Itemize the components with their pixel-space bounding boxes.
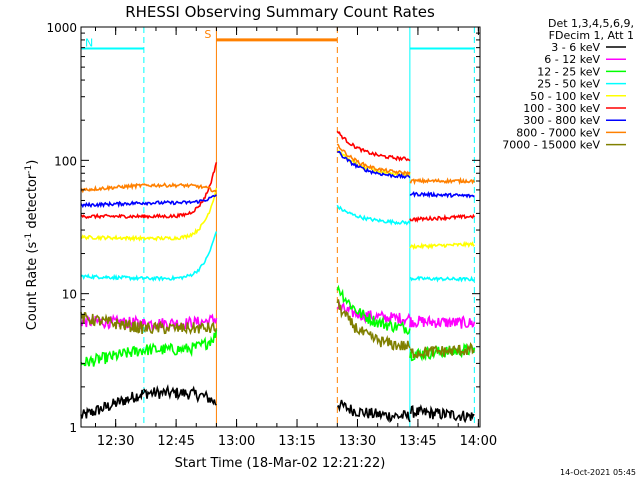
legend-label: 12 - 25 keV bbox=[537, 65, 600, 78]
series-line-post bbox=[336, 143, 411, 177]
series-line-pre bbox=[80, 389, 145, 419]
series-7000-15000-kev bbox=[80, 299, 475, 361]
series-line-post bbox=[336, 130, 411, 162]
series-line-late bbox=[409, 213, 476, 223]
legend-label: 7000 - 15000 keV bbox=[502, 139, 600, 152]
y-axis-label: Count Rate (s-1 detector-1) bbox=[24, 160, 40, 331]
series-line-post bbox=[336, 299, 411, 351]
series-25-50-kev bbox=[80, 204, 476, 283]
x-tick-label: 13:30 bbox=[339, 434, 376, 449]
annotation-label-n: N bbox=[85, 36, 93, 49]
legend-header-2: FDecim 1, Att 1 bbox=[549, 29, 634, 42]
annotation-label-s: S bbox=[204, 28, 211, 41]
series-line-pre bbox=[80, 234, 145, 243]
plot-frame bbox=[80, 26, 481, 428]
x-tick-label: 13:15 bbox=[278, 434, 315, 449]
plot-area: NS bbox=[80, 27, 476, 427]
series-line-pre bbox=[80, 273, 145, 282]
legend-label: 50 - 100 keV bbox=[530, 90, 600, 103]
footer-timestamp: 14-Oct-2021 05:45 bbox=[560, 468, 636, 477]
series-line-rise bbox=[143, 384, 217, 406]
y-tick-label: 100 bbox=[54, 154, 77, 168]
series-line-late bbox=[409, 240, 475, 251]
x-tick-label: 13:00 bbox=[218, 434, 255, 449]
series-line-rise bbox=[143, 194, 217, 207]
series-line-late bbox=[409, 190, 475, 199]
y-tick-label: 1 bbox=[69, 421, 77, 435]
series-800-7000-kev bbox=[80, 143, 476, 194]
series-line-post bbox=[337, 150, 411, 180]
axes: 1 10 100 1000 12:30 12:45 13:00 13:15 13:30 13:45… bbox=[46, 21, 497, 449]
series-line-late bbox=[409, 341, 475, 361]
x-tick-label: 13:45 bbox=[399, 434, 436, 449]
series-line-pre bbox=[80, 200, 145, 209]
series-line-pre bbox=[80, 345, 145, 367]
legend-label: 100 - 300 keV bbox=[523, 102, 600, 115]
legend: Det 1,3,4,5,6,9, FDecim 1, Att 1 3 - 6 k… bbox=[502, 17, 634, 152]
series-100-300-kev bbox=[80, 130, 476, 223]
series-line-rise bbox=[143, 329, 218, 358]
series-line-pre bbox=[80, 182, 145, 194]
x-tick-label: 14:00 bbox=[460, 434, 497, 449]
series-50-100-kev bbox=[80, 150, 475, 251]
chart-title: RHESSI Observing Summary Count Rates bbox=[125, 3, 435, 21]
legend-label: 6 - 12 keV bbox=[544, 53, 600, 66]
series-line-post bbox=[336, 204, 411, 226]
series-line-post bbox=[336, 284, 411, 336]
legend-label: 300 - 800 keV bbox=[523, 114, 600, 127]
series-line-post bbox=[336, 399, 411, 424]
x-axis-label: Start Time (18-Mar-02 12:21:22) bbox=[175, 456, 386, 471]
legend-label: 3 - 6 keV bbox=[551, 41, 600, 54]
series-line-pre bbox=[80, 212, 145, 220]
series-line-rise bbox=[143, 231, 218, 282]
legend-header-1: Det 1,3,4,5,6,9, bbox=[548, 17, 634, 30]
series-line-rise bbox=[143, 320, 218, 336]
series-line-late bbox=[409, 404, 475, 424]
series-line-late bbox=[409, 314, 476, 329]
series-line-pre bbox=[80, 311, 145, 334]
series-line-late bbox=[409, 176, 476, 186]
x-tick-label: 12:30 bbox=[97, 434, 134, 449]
x-tick-label: 12:45 bbox=[157, 434, 194, 449]
series-line-late bbox=[409, 275, 476, 283]
series-line-rise bbox=[143, 187, 218, 242]
y-tick-label: 10 bbox=[62, 288, 77, 302]
legend-label: 800 - 7000 keV bbox=[516, 126, 600, 139]
series-3-6-kev bbox=[80, 384, 475, 424]
series-300-800-kev bbox=[80, 150, 475, 209]
legend-label: 25 - 50 keV bbox=[537, 78, 600, 91]
y-tick-label: 1000 bbox=[46, 21, 77, 35]
series-line-rise bbox=[143, 182, 217, 193]
series-line-rise bbox=[143, 162, 218, 220]
